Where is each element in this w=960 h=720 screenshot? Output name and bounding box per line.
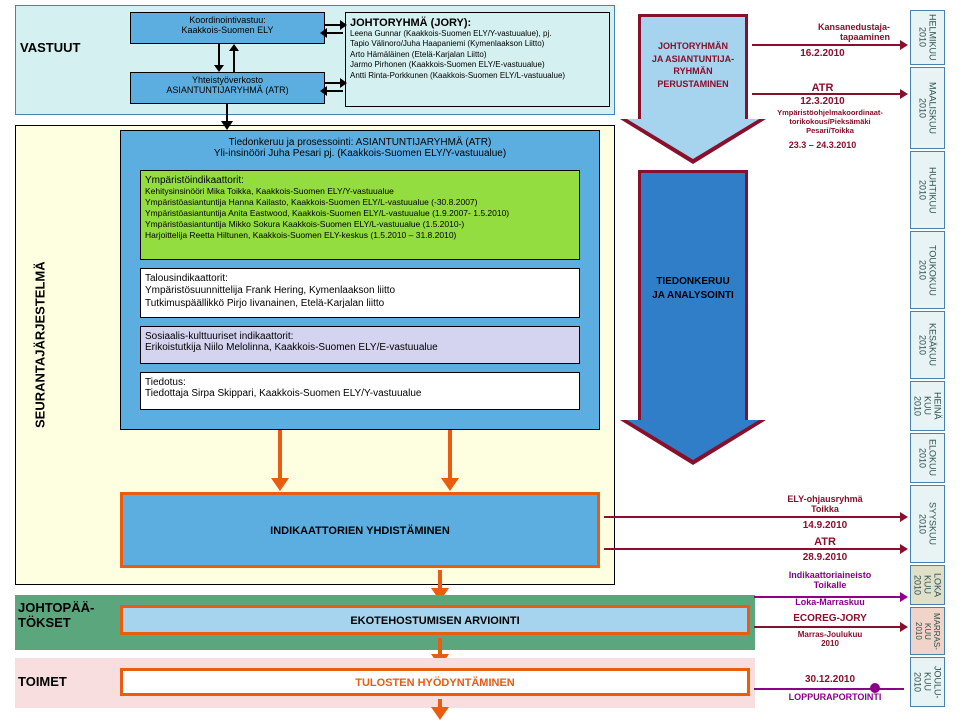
month-7: SYYSKUU 2010 [910,485,945,563]
tl-arr6h [900,592,908,602]
tl-ympar: Ympäristöohjelmakoordinaat- torikokous/P… [760,108,900,135]
tl-indik: Indikaattoriaineisto Toikalle [760,570,900,590]
tl-arr2 [752,93,902,95]
toimet-label: TOIMET [18,674,67,689]
right-arrow2-head-inner [627,420,759,460]
koord-box: Koordinointivastuu: Kaakkois-Suomen ELY [130,12,325,44]
month-6: ELOKUU 2010 [910,433,945,483]
month-0: HELMIKUU 2010 [910,10,945,65]
tulosten-box: TULOSTEN HYÖDYNTÄMINEN [120,668,750,696]
tl-marras: Marras-Joulukuu 2010 [760,630,900,648]
tl-arr5h [900,544,908,554]
arrow-kj2 [325,32,343,34]
arrow-kv-up [233,48,235,72]
tl-d3: 23.3 – 24.3.2010 [755,140,890,150]
month-5: HEINÄ KUU 2010 [910,381,945,431]
tl-arr2h [900,89,908,99]
tl-arr4 [604,516,904,518]
right-arrow2-text: TIEDONKERUU JA ANALYSOINTI [640,275,746,303]
vastuut-label: VASTUUT [20,40,80,55]
tl-kansan: Kansanedustaja- tapaaminen [755,22,890,42]
arrow-yj2 [325,90,343,92]
arrow-o2h [441,478,459,491]
indikaattorien-box: INDIKAATTORIEN YHDISTÄMINEN [120,492,600,568]
johto-label: JOHTOPÄÄ- TÖKSET [18,600,94,630]
tl-arr7 [754,626,904,628]
tl-arr6 [754,596,904,598]
tl-arr1 [752,44,902,46]
sosiaali-box: Sosiaalis-kulttuuriset indikaattorit: Er… [140,326,580,364]
tl-ecoreg: ECOREG-JORY [760,613,900,624]
tl-ely: ELY-ohjausryhmä Toikka [760,494,890,514]
tl-d4: 14.9.2010 [760,520,890,531]
tl-d6: 30.12.2010 [760,674,900,685]
tl-d1: 16.2.2010 [755,48,890,59]
tl-atr2: ATR [760,536,890,548]
month-1: MAALISKUU 2010 [910,67,945,149]
ekotehostumisen-box: EKOTEHOSTUMISEN ARVIOINTI [120,605,750,635]
tl-arr7h [900,622,908,632]
jory-box: JOHTORYHMÄ (JORY): Leena Gunnar (Kaakkoi… [345,12,610,107]
ymparisto-box: Ympäristöindikaattorit: Kehitysinsinööri… [140,170,580,260]
tl-arr8 [754,688,904,690]
arrow-kj-r [340,20,347,30]
arrow-o1h [271,478,289,491]
arrow-kv-dh [214,65,224,72]
arrow-atr-dh [221,121,233,130]
tl-arr5 [604,548,904,550]
month-10: JOULU- KUU 2010 [910,657,945,707]
month-2: HUHTIKUU 2010 [910,151,945,229]
arrow-o2 [448,430,452,480]
tl-loka: Loka-Marraskuu [760,597,900,607]
month-8: LOKA KUU 2010 [910,565,945,605]
month-4: KESÄKUU 2010 [910,311,945,379]
arrow-o1 [278,430,282,480]
right-arrow1-head-inner [627,119,759,159]
tl-d5: 28.9.2010 [760,552,890,563]
arrow-o3 [438,570,442,590]
right-arrow1-text: JOHTORYHMÄN JA ASIANTUNTIJA- RYHMÄN PERU… [640,40,746,90]
tl-arr1h [900,40,908,50]
tl-loppu: LOPPURAPORTOINTI [760,692,910,702]
tl-arr4h [900,512,908,522]
month-9: MARRAS- KUU 2010 [910,607,945,655]
tiedotus-box: Tiedotus: Tiedottaja Sirpa Skippari, Kaa… [140,372,580,410]
month-3: TOUKOKUU 2010 [910,231,945,309]
arrow-o5h [431,707,449,720]
talous-box: Talousindikaattorit: Ympäristösuunnittel… [140,268,580,318]
yhteis-box: Yhteistyöverkosto ASIANTUNTIJARYHMÄ (ATR… [130,72,325,104]
tl-d2: 12.3.2010 [755,96,890,107]
seuranta-label: SEURANTAJÄRJESTELMÄ [30,220,50,470]
arrow-yj-r [340,78,347,88]
